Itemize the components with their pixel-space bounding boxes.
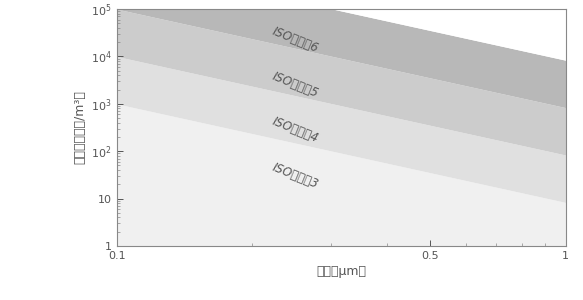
X-axis label: 粒径（μm）: 粒径（μm） <box>316 265 366 278</box>
Text: ISOクラス5: ISOクラス5 <box>271 70 321 100</box>
Text: ISOクラス6: ISOクラス6 <box>271 25 321 55</box>
Text: ISOクラス4: ISOクラス4 <box>271 115 321 145</box>
Text: ISOクラス3: ISOクラス3 <box>271 161 321 191</box>
Y-axis label: 粒子濃度（個/m³）: 粒子濃度（個/m³） <box>74 91 87 164</box>
